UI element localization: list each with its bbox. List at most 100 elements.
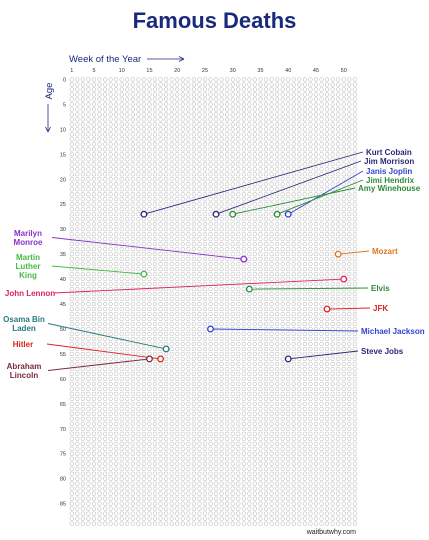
- week-cell: [213, 157, 219, 162]
- week-cell: [308, 286, 313, 292]
- week-cell: [208, 486, 213, 491]
- week-cell: [136, 122, 141, 127]
- week-cell: [158, 286, 163, 292]
- week-cell: [219, 217, 224, 222]
- week-cell: [275, 351, 280, 357]
- week-cell: [130, 262, 135, 267]
- week-cell: [297, 506, 302, 511]
- week-cell: [80, 506, 85, 511]
- week-cell: [202, 147, 208, 152]
- week-cell: [275, 296, 280, 302]
- week-cell: [175, 97, 180, 102]
- week-cell: [102, 237, 108, 242]
- week-cell: [319, 321, 324, 327]
- week-cell: [352, 97, 357, 102]
- week-cell: [247, 301, 252, 307]
- week-cell: [225, 421, 230, 426]
- week-cell: [69, 77, 74, 82]
- week-cell: [225, 391, 230, 396]
- week-cell: [241, 396, 246, 401]
- x-axis-label: Week of the Year: [69, 54, 141, 65]
- week-cell: [186, 202, 191, 207]
- week-cell: [69, 431, 74, 436]
- week-cell: [213, 227, 219, 232]
- week-cell: [130, 82, 135, 87]
- week-cell: [297, 381, 302, 387]
- week-cell: [297, 252, 302, 257]
- week-cell: [302, 152, 308, 157]
- week-cell: [280, 132, 285, 137]
- week-cell: [152, 187, 158, 192]
- week-cell: [336, 127, 341, 132]
- week-cell: [86, 107, 91, 112]
- week-cell: [75, 351, 80, 357]
- week-cell: [280, 162, 285, 167]
- week-cell: [302, 107, 308, 112]
- week-cell: [97, 501, 102, 506]
- week-cell: [291, 117, 296, 122]
- week-cell: [219, 486, 224, 491]
- week-cell: [114, 167, 119, 172]
- week-cell: [80, 476, 85, 481]
- week-cell: [80, 207, 85, 212]
- week-cell: [102, 496, 108, 501]
- week-cell: [302, 242, 308, 247]
- week-cell: [319, 82, 324, 87]
- week-cell: [136, 182, 141, 187]
- week-cell: [324, 167, 330, 172]
- week-cell: [130, 351, 135, 357]
- week-cell: [236, 436, 241, 441]
- week-cell: [119, 471, 124, 476]
- week-cell: [97, 137, 102, 142]
- week-cell: [286, 127, 291, 132]
- week-cell: [297, 142, 302, 147]
- week-cell: [69, 401, 74, 406]
- week-cell: [86, 291, 91, 297]
- week-cell: [75, 446, 80, 451]
- week-cell: [263, 311, 269, 317]
- week-cell: [330, 416, 335, 421]
- week-cell: [263, 386, 269, 392]
- week-cell: [286, 177, 291, 182]
- week-cell: [108, 371, 113, 377]
- week-cell: [141, 87, 147, 92]
- week-cell: [219, 112, 224, 117]
- week-cell: [236, 222, 241, 227]
- week-cell: [319, 271, 324, 277]
- week-cell: [225, 177, 230, 182]
- week-cell: [180, 386, 185, 392]
- week-cell: [275, 491, 280, 496]
- week-cell: [169, 266, 174, 272]
- week-cell: [247, 436, 252, 441]
- week-cell: [69, 306, 74, 312]
- week-cell: [86, 187, 91, 192]
- week-cell: [230, 506, 235, 511]
- week-cell: [319, 316, 324, 322]
- week-cell: [291, 257, 296, 262]
- week-cell: [108, 192, 113, 197]
- week-cell: [175, 361, 180, 367]
- week-cell: [141, 182, 147, 187]
- week-cell: [175, 406, 180, 411]
- week-cell: [208, 501, 213, 506]
- week-cell: [91, 481, 97, 486]
- week-cell: [319, 301, 324, 307]
- week-cell: [130, 182, 135, 187]
- week-cell: [125, 87, 130, 92]
- week-cell: [258, 291, 263, 297]
- week-cell: [275, 386, 280, 392]
- week-cell: [169, 212, 174, 217]
- week-cell: [247, 306, 252, 312]
- week-cell: [197, 271, 202, 277]
- week-cell: [197, 451, 202, 456]
- week-cell: [258, 476, 263, 481]
- week-cell: [164, 192, 169, 197]
- week-cell: [147, 331, 152, 337]
- week-cell: [69, 177, 74, 182]
- week-cell: [341, 301, 346, 307]
- week-cell: [147, 247, 152, 252]
- week-cell: [69, 97, 74, 102]
- week-cell: [263, 222, 269, 227]
- week-cell: [130, 501, 135, 506]
- week-cell: [291, 212, 296, 217]
